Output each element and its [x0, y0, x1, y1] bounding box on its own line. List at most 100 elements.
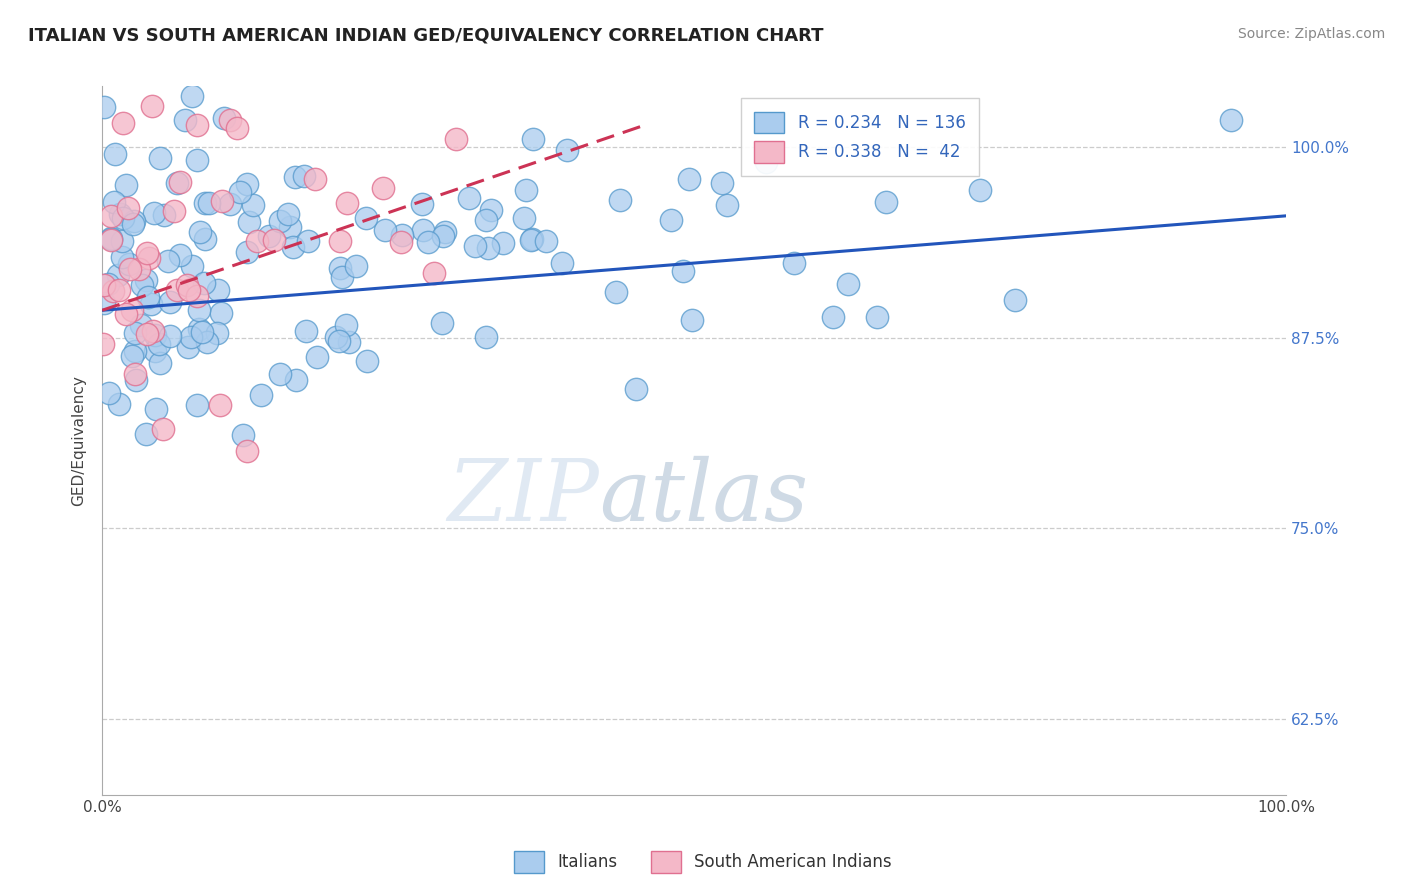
Text: atlas: atlas — [599, 456, 808, 539]
Point — [198, 196, 221, 211]
Legend: Italians, South American Indians: Italians, South American Indians — [508, 845, 898, 880]
Point — [277, 207, 299, 221]
Point — [131, 318, 153, 332]
Point — [186, 398, 208, 412]
Point — [464, 238, 486, 252]
Point — [821, 310, 844, 325]
Point — [152, 422, 174, 436]
Point — [128, 262, 150, 277]
Point — [242, 198, 264, 212]
Text: Source: ZipAtlas.com: Source: ZipAtlas.com — [1237, 27, 1385, 41]
Point — [101, 284, 124, 298]
Point — [346, 260, 368, 274]
Point — [139, 297, 162, 311]
Y-axis label: GED/Equivalency: GED/Equivalency — [72, 376, 86, 506]
Point — [153, 208, 176, 222]
Point — [672, 264, 695, 278]
Point — [103, 195, 125, 210]
Point — [93, 100, 115, 114]
Point — [263, 233, 285, 247]
Point — [614, 30, 637, 45]
Point — [513, 211, 536, 226]
Point — [131, 277, 153, 292]
Point — [605, 285, 627, 299]
Point — [194, 196, 217, 211]
Point — [458, 191, 481, 205]
Point — [135, 427, 157, 442]
Point — [295, 324, 318, 338]
Point — [329, 234, 352, 248]
Point — [354, 211, 377, 225]
Point — [125, 373, 148, 387]
Point — [141, 99, 163, 113]
Point — [143, 344, 166, 359]
Point — [522, 132, 544, 146]
Point — [111, 251, 134, 265]
Point — [111, 234, 134, 248]
Point — [193, 276, 215, 290]
Point — [257, 229, 280, 244]
Point — [335, 318, 357, 332]
Point — [477, 241, 499, 255]
Text: ZIP: ZIP — [447, 456, 599, 539]
Point — [297, 234, 319, 248]
Point — [837, 277, 859, 291]
Point — [609, 193, 631, 207]
Point — [124, 343, 146, 358]
Point — [135, 273, 157, 287]
Point — [284, 373, 307, 387]
Point — [534, 234, 557, 248]
Point — [118, 262, 141, 277]
Point — [269, 214, 291, 228]
Point — [444, 132, 467, 146]
Point — [181, 259, 204, 273]
Point — [284, 170, 307, 185]
Point — [475, 213, 498, 227]
Point — [100, 233, 122, 247]
Point — [93, 277, 115, 292]
Point — [100, 232, 122, 246]
Point — [108, 284, 131, 298]
Point — [659, 213, 682, 227]
Point — [156, 254, 179, 268]
Point — [259, 51, 281, 65]
Point — [416, 235, 439, 249]
Point — [236, 244, 259, 259]
Point — [97, 386, 120, 401]
Point — [681, 313, 703, 327]
Point — [124, 367, 146, 381]
Point — [177, 284, 200, 298]
Point — [391, 228, 413, 243]
Text: ITALIAN VS SOUTH AMERICAN INDIAN GED/EQUIVALENCY CORRELATION CHART: ITALIAN VS SOUTH AMERICAN INDIAN GED/EQU… — [28, 27, 824, 45]
Point — [531, 16, 554, 30]
Point — [115, 178, 138, 193]
Point — [195, 334, 218, 349]
Point — [1219, 112, 1241, 127]
Point — [166, 283, 188, 297]
Point — [269, 368, 291, 382]
Point — [205, 326, 228, 341]
Point — [226, 120, 249, 135]
Point — [138, 251, 160, 265]
Point — [194, 232, 217, 246]
Point — [100, 209, 122, 223]
Point — [186, 118, 208, 132]
Point — [229, 186, 252, 200]
Point — [208, 398, 231, 412]
Point — [159, 294, 181, 309]
Point — [169, 248, 191, 262]
Point — [716, 198, 738, 212]
Point — [169, 175, 191, 189]
Point — [108, 397, 131, 411]
Point — [218, 112, 240, 127]
Point — [236, 177, 259, 191]
Point — [305, 350, 328, 364]
Point — [412, 223, 434, 237]
Point — [93, 296, 115, 310]
Point — [145, 328, 167, 343]
Point — [782, 256, 804, 270]
Point — [97, 277, 120, 291]
Point — [337, 334, 360, 349]
Point — [107, 268, 129, 283]
Point — [176, 277, 198, 292]
